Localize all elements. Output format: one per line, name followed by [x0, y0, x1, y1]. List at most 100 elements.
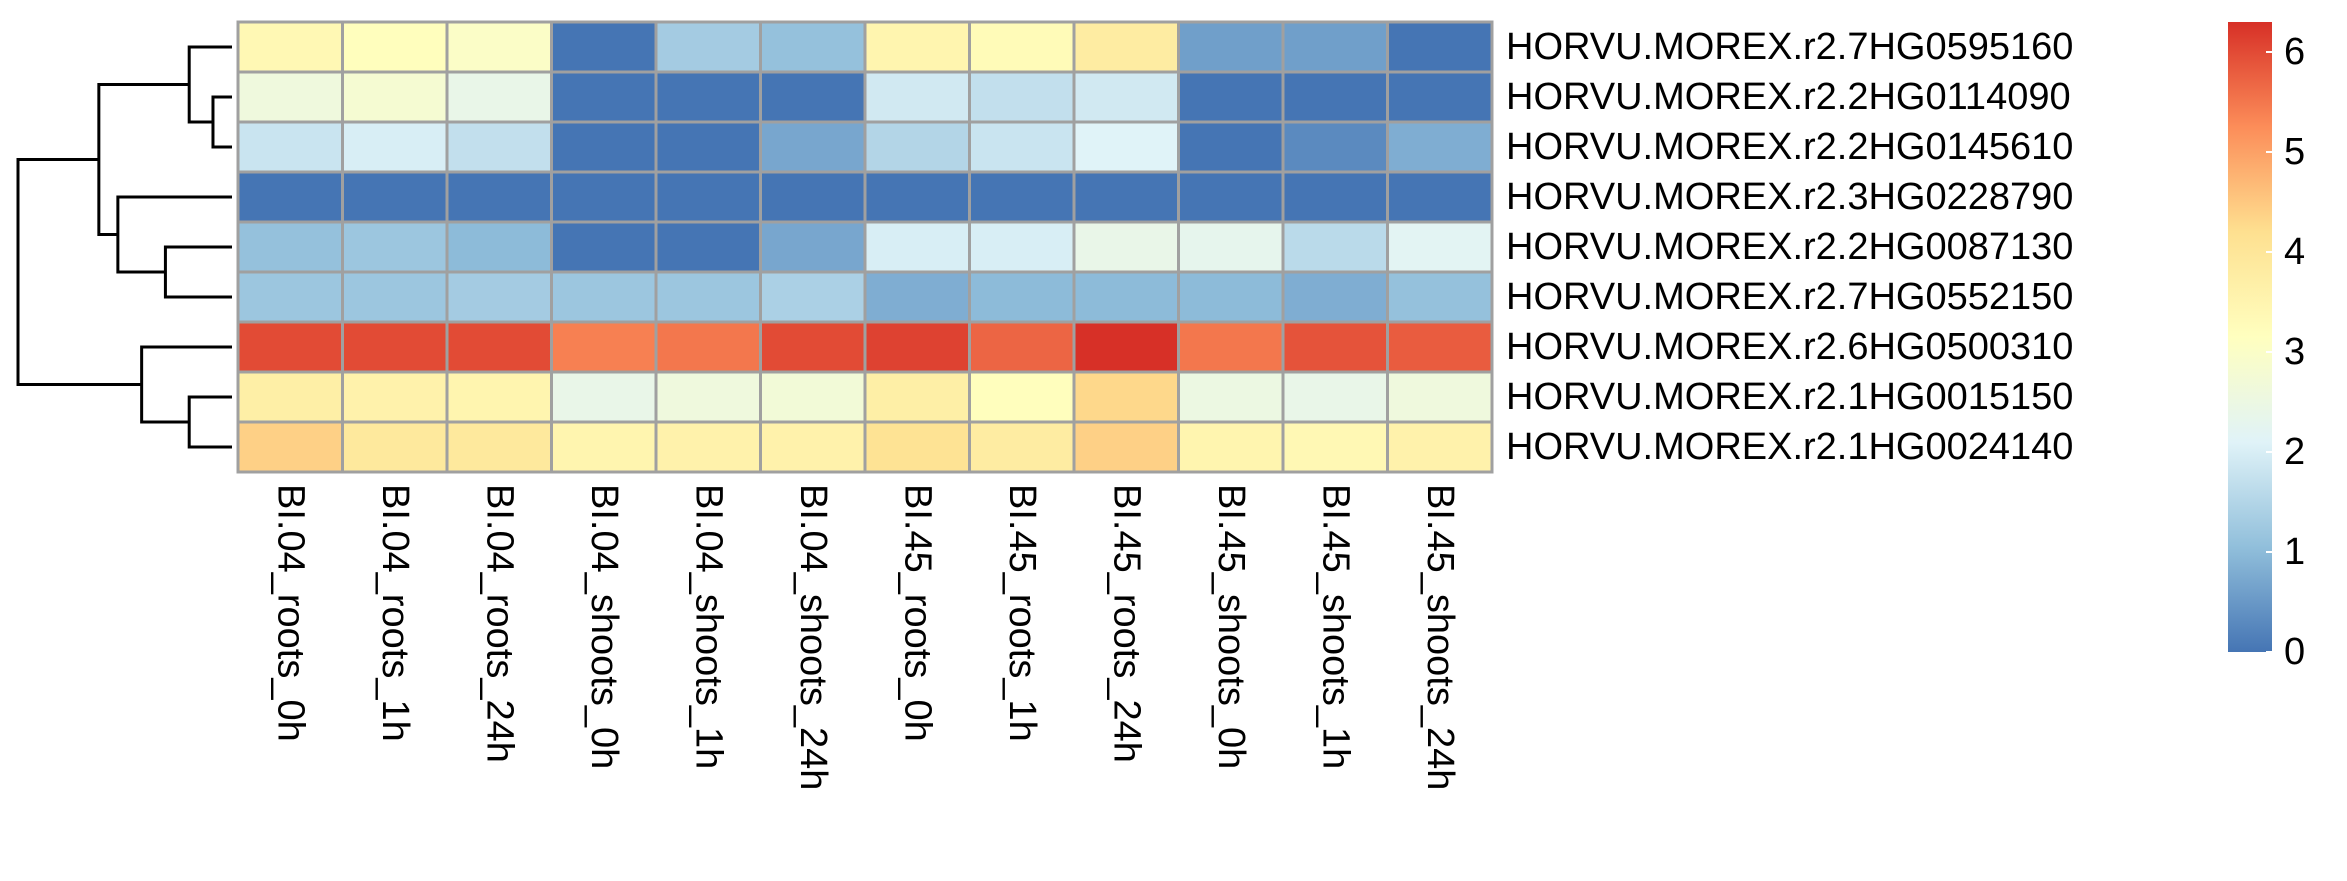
column-label: BI.45_roots_0h — [896, 484, 938, 742]
heatmap-cell — [1177, 320, 1285, 374]
heatmap-cell — [1177, 120, 1285, 174]
row-label: HORVU.MOREX.r2.3HG0228790 — [1506, 176, 2073, 218]
heatmap-cell — [863, 320, 971, 374]
dendrogram-branch — [163, 245, 232, 299]
dendrogram-branch — [140, 345, 232, 424]
row-label: HORVU.MOREX.r2.7HG0552150 — [1506, 276, 2073, 318]
heatmap-cell — [341, 420, 449, 474]
heatmap-cell — [654, 120, 762, 174]
heatmap-cell — [968, 170, 1076, 224]
heatmap-cell — [1386, 170, 1494, 224]
heatmap-cell — [759, 220, 867, 274]
heatmap-cell — [445, 420, 553, 474]
heatmap-cell — [759, 420, 867, 474]
dendrogram-branch — [211, 95, 232, 149]
heatmap-cell — [1281, 270, 1389, 324]
dendrogram-branch — [187, 395, 232, 449]
heatmap-cell — [654, 170, 762, 224]
row-labels: HORVU.MOREX.r2.7HG0595160 HORVU.MOREX.r2.… — [1506, 26, 2073, 468]
column-label: BI.45_roots_24h — [1105, 484, 1147, 763]
heatmap-cell — [759, 70, 867, 124]
heatmap-cell — [759, 120, 867, 174]
heatmap-cell — [341, 170, 449, 224]
heatmap-cell — [341, 370, 449, 424]
heatmap-cell — [654, 20, 762, 74]
heatmap-cell — [550, 370, 658, 424]
heatmap-cell — [654, 320, 762, 374]
heatmap-cell — [1281, 420, 1389, 474]
heatmap-cell — [1386, 370, 1494, 424]
heatmap-cell — [236, 370, 344, 424]
heatmap-cell — [863, 120, 971, 174]
heatmap-cell — [1072, 170, 1180, 224]
heatmap-cell — [1386, 420, 1494, 474]
column-label: BI.45_roots_1h — [1001, 484, 1043, 742]
heatmap-cell — [654, 270, 762, 324]
heatmap-cell — [968, 220, 1076, 274]
heatmap-cell — [863, 170, 971, 224]
heatmap-cell — [1072, 270, 1180, 324]
heatmap-cell — [1281, 170, 1389, 224]
heatmap-cell — [759, 20, 867, 74]
heatmap-cell — [341, 270, 449, 324]
heatmap-cell — [445, 20, 553, 74]
heatmap-cell — [236, 70, 344, 124]
heatmap-cell — [968, 320, 1076, 374]
heatmap-cell — [1072, 120, 1180, 174]
heatmap-cell — [341, 70, 449, 124]
heatmap-cell — [445, 270, 553, 324]
column-label: BI.04_shoots_1h — [687, 484, 729, 769]
colorbar — [2228, 22, 2272, 652]
heatmap-cell — [445, 320, 553, 374]
row-label: HORVU.MOREX.r2.2HG0114090 — [1506, 76, 2071, 118]
heatmap-cell — [863, 270, 971, 324]
heatmap-cell — [863, 20, 971, 74]
column-label: BI.04_shoots_0h — [583, 484, 625, 769]
heatmap-cell — [341, 320, 449, 374]
column-labels: BI.04_roots_0h BI.04_roots_1h BI.04_roots_… — [269, 484, 1461, 790]
dendrogram-branch — [16, 158, 142, 386]
colorbar-tick-label: 5 — [2284, 131, 2305, 173]
heatmap-cell — [759, 320, 867, 374]
heatmap-cell — [445, 70, 553, 124]
row-label: HORVU.MOREX.r2.2HG0087130 — [1506, 226, 2073, 268]
heatmap-cell — [236, 170, 344, 224]
heatmap-cell — [1281, 20, 1389, 74]
heatmap-cell — [1281, 120, 1389, 174]
column-label: BI.04_shoots_24h — [792, 484, 834, 790]
heatmap-cell — [1177, 70, 1285, 124]
row-label: HORVU.MOREX.r2.7HG0595160 — [1506, 26, 2073, 68]
heatmap-cell — [1386, 270, 1494, 324]
heatmap-cell — [550, 220, 658, 274]
heatmap-cell — [1386, 70, 1494, 124]
heatmap-cell — [654, 370, 762, 424]
row-dendrogram — [16, 45, 232, 449]
row-label: HORVU.MOREX.r2.1HG0015150 — [1506, 376, 2073, 418]
heatmap-cell — [654, 420, 762, 474]
row-label: HORVU.MOREX.r2.6HG0500310 — [1506, 326, 2073, 368]
heatmap-cell — [1072, 370, 1180, 424]
heatmap-cell — [550, 270, 658, 324]
colorbar-tick-label: 6 — [2284, 31, 2305, 73]
colorbar-tick-label: 3 — [2284, 331, 2305, 373]
colorbar-tick-label: 0 — [2284, 631, 2305, 673]
column-label: BI.04_roots_24h — [478, 484, 520, 763]
heatmap-cell — [968, 270, 1076, 324]
heatmap-cell — [1177, 170, 1285, 224]
heatmap-cell — [1072, 320, 1180, 374]
heatmap-cell — [1177, 420, 1285, 474]
heatmap-cell — [550, 70, 658, 124]
heatmap-cell — [236, 20, 344, 74]
heatmap-cell — [759, 170, 867, 224]
heatmap-cell — [968, 120, 1076, 174]
heatmap-cell — [1281, 70, 1389, 124]
heatmap-cell — [1072, 70, 1180, 124]
heatmap-cell — [1386, 220, 1494, 274]
heatmap-cell — [968, 370, 1076, 424]
heatmap-cell — [759, 370, 867, 424]
column-label: BI.04_roots_0h — [269, 484, 311, 742]
heatmap-cell — [1177, 220, 1285, 274]
heatmap-cell — [1072, 220, 1180, 274]
heatmap-cell — [1177, 270, 1285, 324]
